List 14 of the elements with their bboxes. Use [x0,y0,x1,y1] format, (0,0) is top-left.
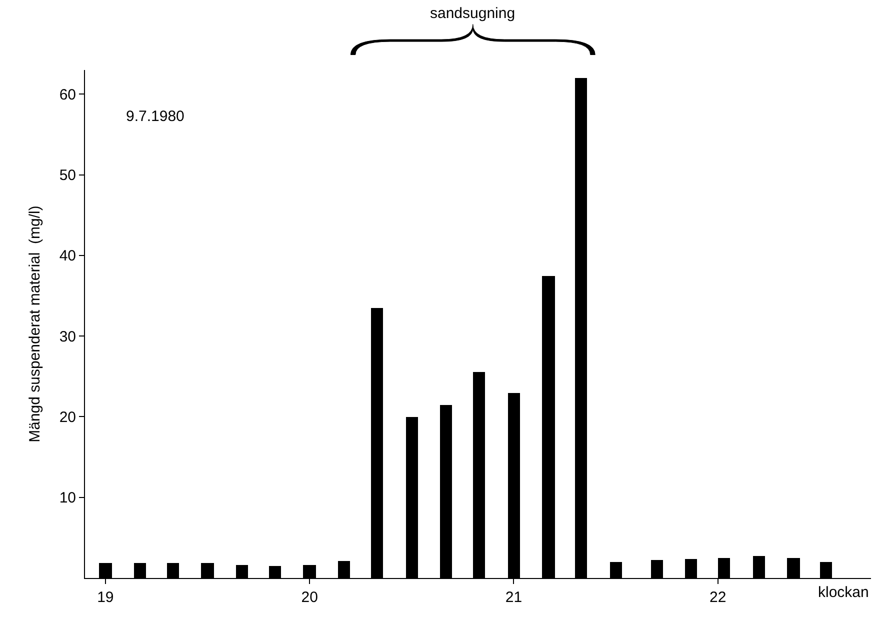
y-tick-label: 50 [59,167,76,184]
x-tick-label: 19 [97,589,114,606]
y-tick-label: 30 [59,328,76,346]
x-tick-label: 21 [505,589,522,606]
y-tick-label: 20 [59,408,76,426]
annotation: 9.7.1980 [126,108,184,125]
y-axis-title: Mängd suspenderat material (mg/l) [26,206,44,442]
x-axis-title: klockan [818,584,869,601]
y-tick-label: 60 [59,86,76,104]
text: sandsugning [430,5,516,22]
y-tick-label: 10 [59,490,76,507]
y-tick-label: 40 [59,248,76,265]
x-tick-label: 20 [301,589,318,606]
x-tick-label: 22 [710,589,726,606]
